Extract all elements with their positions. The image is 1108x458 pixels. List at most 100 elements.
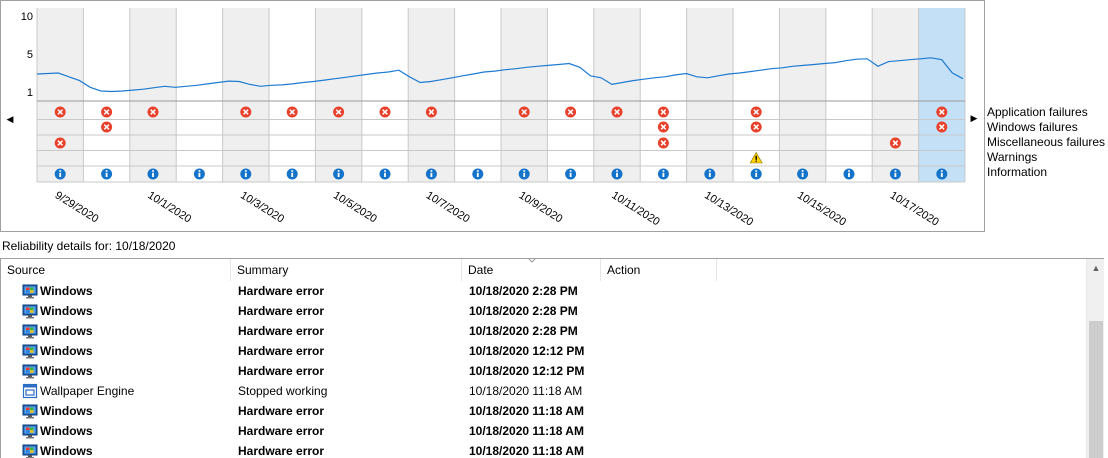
day-column[interactable] — [222, 8, 269, 182]
summary-cell: Stopped working — [238, 384, 328, 398]
table-row[interactable]: Windows Hardware error 10/18/2020 11:18 AM — [1, 441, 1086, 458]
table-row[interactable]: Windows Hardware error 10/18/2020 11:18 AM — [1, 421, 1086, 441]
source-cell: Windows — [40, 404, 93, 418]
info-icon-dot — [244, 170, 247, 172]
reliability-details-table: Source Summary Date Action Windows Hardwa… — [0, 258, 1104, 458]
day-column[interactable] — [593, 8, 641, 182]
date-cell: 10/18/2020 11:18 AM — [469, 384, 583, 398]
date-axis-label: 9/29/2020 — [53, 189, 101, 225]
day-column[interactable] — [129, 8, 177, 182]
source-cell: Wallpaper Engine — [40, 384, 135, 398]
table-row[interactable]: Windows Hardware error 10/18/2020 2:28 PM — [1, 321, 1086, 341]
date-axis-label: 10/5/2020 — [331, 189, 379, 225]
summary-cell: Hardware error — [238, 424, 325, 438]
legend-misc-failures: Miscellaneous failures — [987, 135, 1106, 149]
source-cell: Windows — [40, 364, 93, 378]
scrollbar-thumb[interactable] — [1089, 321, 1103, 458]
date-axis-label: 10/15/2020 — [795, 189, 848, 228]
info-icon-mark — [384, 172, 386, 177]
column-header-summary[interactable]: Summary — [231, 259, 462, 281]
error-icon-mark — [335, 109, 342, 115]
summary-cell: Hardware error — [238, 364, 325, 378]
info-icon-dot — [59, 170, 62, 172]
date-cell: 10/18/2020 2:28 PM — [469, 284, 578, 298]
info-icon-dot — [291, 170, 294, 172]
reliability-chart-canvas[interactable]: 10 5 1 9/29/2020 10/1/2020 10/3/2020 10/5/2020… — [1, 1, 986, 233]
scroll-right-arrow[interactable]: ▶ — [970, 113, 978, 123]
reliability-chart[interactable]: 10 5 1 9/29/2020 10/1/2020 10/3/2020 10/5/2020… — [0, 0, 985, 232]
info-icon-mark — [523, 172, 526, 177]
info-icon-dot — [569, 170, 572, 172]
source-cell: Windows — [40, 424, 93, 438]
info-icon-dot — [384, 170, 386, 172]
error-icon-mark — [242, 109, 249, 115]
day-column[interactable] — [872, 8, 919, 182]
info-icon-mark — [755, 172, 758, 177]
vertical-scrollbar[interactable]: ▲ — [1086, 259, 1104, 458]
table-row[interactable]: Windows Hardware error 10/18/2020 12:12 PM — [1, 361, 1086, 381]
day-column[interactable] — [640, 8, 687, 182]
error-icon-mark — [938, 124, 945, 130]
day-column[interactable] — [686, 8, 733, 182]
day-column[interactable] — [83, 8, 130, 182]
day-column[interactable] — [176, 8, 223, 182]
day-column[interactable] — [408, 8, 455, 182]
error-icon-mark — [521, 109, 528, 115]
table-row[interactable]: Wallpaper Engine Stopped working 10/18/202… — [1, 381, 1086, 401]
error-icon-mark — [567, 109, 574, 115]
date-cell: 10/18/2020 2:28 PM — [469, 324, 578, 338]
day-column[interactable] — [315, 8, 362, 182]
info-icon-dot — [152, 170, 154, 172]
day-column[interactable] — [37, 8, 84, 182]
info-icon-mark — [198, 172, 201, 177]
scroll-up-arrow[interactable]: ▲ — [1091, 263, 1101, 273]
info-icon-mark — [291, 172, 294, 177]
windows-monitor-icon — [22, 404, 38, 419]
info-icon-dot — [848, 170, 850, 172]
info-icon-mark — [105, 172, 108, 177]
application-icon — [22, 383, 38, 399]
windows-monitor-icon — [22, 364, 38, 379]
info-icon-dot — [198, 170, 201, 172]
day-column[interactable] — [501, 8, 548, 182]
day-column[interactable] — [918, 8, 965, 182]
table-row[interactable]: Windows Hardware error 10/18/2020 2:28 PM — [1, 281, 1086, 301]
legend-warnings: Warnings — [987, 150, 1038, 164]
table-row[interactable]: Windows Hardware error 10/18/2020 12:12 PM — [1, 341, 1086, 361]
column-header-date[interactable]: Date — [462, 259, 601, 281]
error-icon-mark — [753, 124, 760, 130]
info-icon-mark — [616, 172, 618, 177]
info-icon-mark — [848, 172, 850, 177]
day-column[interactable] — [825, 8, 873, 182]
info-icon-mark — [894, 172, 897, 177]
info-icon-dot — [616, 170, 618, 172]
date-axis-label: 10/1/2020 — [145, 189, 193, 225]
column-header-source[interactable]: Source — [1, 259, 231, 281]
summary-cell: Hardware error — [238, 304, 325, 318]
legend-windows-failures: Windows failures — [987, 120, 1078, 134]
date-cell: 10/18/2020 11:18 AM — [469, 444, 584, 458]
day-column[interactable] — [269, 8, 316, 182]
date-cell: 10/18/2020 11:18 AM — [469, 424, 584, 438]
day-column[interactable] — [454, 8, 501, 182]
scroll-left-arrow[interactable]: ◀ — [6, 114, 14, 124]
info-icon-mark — [662, 172, 665, 177]
day-column[interactable] — [547, 8, 594, 182]
table-header: Source Summary Date Action — [1, 259, 1086, 281]
windows-monitor-icon — [22, 344, 38, 359]
summary-cell: Hardware error — [238, 404, 325, 418]
sort-descending-icon — [528, 259, 536, 263]
column-header-action[interactable]: Action — [601, 259, 717, 281]
info-icon-mark — [152, 172, 154, 177]
date-cell: 10/18/2020 11:18 AM — [469, 404, 584, 418]
error-icon-mark — [938, 109, 945, 115]
table-row[interactable]: Windows Hardware error 10/18/2020 2:28 PM — [1, 301, 1086, 321]
error-icon-mark — [289, 109, 296, 115]
table-row[interactable]: Windows Hardware error 10/18/2020 11:18 AM — [1, 401, 1086, 421]
error-icon-mark — [660, 109, 667, 115]
info-icon-dot — [755, 170, 758, 172]
chart-legend: Application failures Windows failures Mi… — [987, 105, 1108, 180]
date-axis-label: 10/13/2020 — [702, 189, 755, 228]
day-column[interactable] — [361, 8, 409, 182]
day-column[interactable] — [779, 8, 826, 182]
